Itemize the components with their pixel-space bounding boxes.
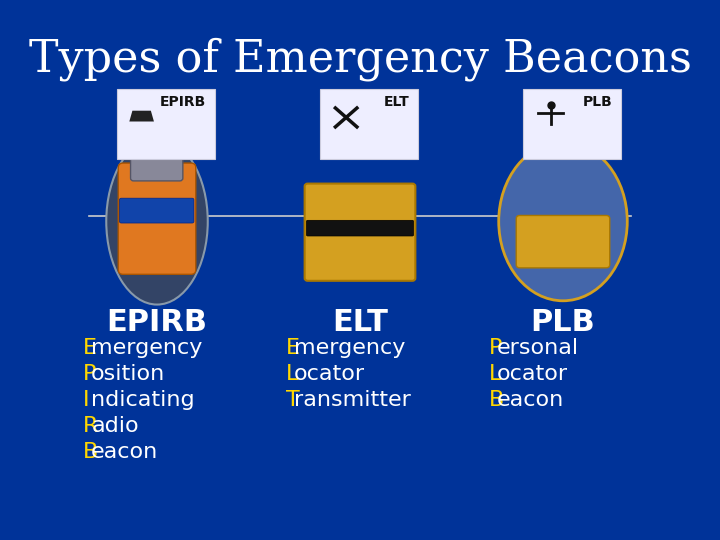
Text: ELT: ELT: [384, 94, 409, 109]
FancyBboxPatch shape: [117, 89, 215, 159]
FancyBboxPatch shape: [523, 89, 621, 159]
Text: R: R: [84, 416, 99, 436]
Text: mergency: mergency: [91, 338, 202, 358]
Text: ocator: ocator: [294, 364, 365, 384]
Text: ersonal: ersonal: [498, 338, 580, 358]
Text: P: P: [489, 338, 503, 358]
FancyBboxPatch shape: [305, 184, 415, 281]
Text: ransmitter: ransmitter: [294, 390, 411, 410]
Text: P: P: [84, 364, 96, 384]
Text: B: B: [84, 442, 99, 462]
Text: mergency: mergency: [294, 338, 405, 358]
Text: eacon: eacon: [91, 442, 158, 462]
Text: EPIRB: EPIRB: [160, 94, 206, 109]
Text: ocator: ocator: [498, 364, 568, 384]
Polygon shape: [130, 111, 154, 122]
FancyBboxPatch shape: [120, 198, 194, 223]
Text: B: B: [489, 390, 505, 410]
Text: Types of Emergency Beacons: Types of Emergency Beacons: [29, 38, 691, 82]
FancyBboxPatch shape: [307, 220, 413, 236]
FancyBboxPatch shape: [118, 163, 196, 274]
Text: PLB: PLB: [582, 94, 612, 109]
Text: eacon: eacon: [498, 390, 564, 410]
Ellipse shape: [499, 142, 627, 301]
Text: EPIRB: EPIRB: [107, 308, 207, 337]
FancyBboxPatch shape: [130, 138, 183, 181]
Text: L: L: [286, 364, 299, 384]
Text: E: E: [286, 338, 300, 358]
Text: I: I: [84, 390, 90, 410]
Text: ndicating: ndicating: [91, 390, 195, 410]
FancyBboxPatch shape: [516, 215, 610, 268]
Text: osition: osition: [91, 364, 166, 384]
Text: L: L: [489, 364, 502, 384]
Text: PLB: PLB: [531, 308, 595, 337]
Text: ELT: ELT: [332, 308, 388, 337]
Text: T: T: [286, 390, 300, 410]
Text: adio: adio: [91, 416, 139, 436]
Text: E: E: [84, 338, 97, 358]
Ellipse shape: [107, 138, 208, 305]
FancyBboxPatch shape: [320, 89, 418, 159]
